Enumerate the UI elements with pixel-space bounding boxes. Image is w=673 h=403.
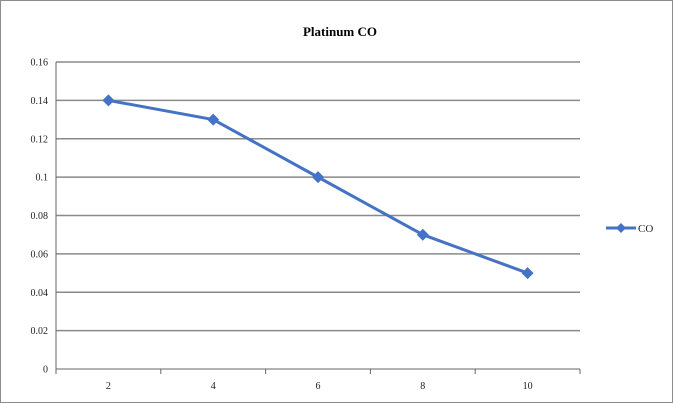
axes: [55, 62, 581, 374]
y-tick-label: 0.04: [31, 288, 49, 299]
legend-marker-co: [616, 223, 626, 233]
y-tick-label: 0.08: [31, 211, 49, 222]
x-tick-label: 2: [106, 381, 111, 392]
x-tick-label: 10: [523, 381, 533, 392]
x-tick-label: 8: [420, 381, 425, 392]
y-tick-label: 0.14: [31, 96, 49, 107]
data-point-marker: [207, 113, 220, 126]
y-tick-label: 0: [43, 365, 48, 376]
x-tick-label: 6: [316, 381, 321, 392]
y-axis-tick-labels: 0 0.02 0.04 0.06 0.08 0.1 0.12 0.14 0.16: [31, 58, 49, 376]
y-tick-label: 0.12: [31, 134, 49, 145]
x-axis-tick-labels: 2 4 6 8 10: [106, 381, 533, 392]
grid-lines: [56, 61, 580, 332]
series-line-co: [108, 98, 529, 275]
chart-title: Platinum CO: [303, 24, 377, 39]
data-point-marker: [312, 171, 324, 184]
y-tick-label: 0.1: [36, 173, 49, 184]
series-co: [102, 94, 534, 280]
y-tick-label: 0.06: [31, 249, 49, 260]
data-point-marker: [102, 94, 115, 107]
legend-label-co: CO: [638, 223, 653, 235]
legend: CO: [606, 223, 653, 235]
x-tick-label: 4: [211, 381, 216, 392]
data-point-marker: [521, 267, 534, 280]
y-tick-label: 0.02: [31, 326, 49, 337]
data-point-marker: [416, 228, 429, 241]
y-tick-label: 0.16: [31, 58, 49, 69]
